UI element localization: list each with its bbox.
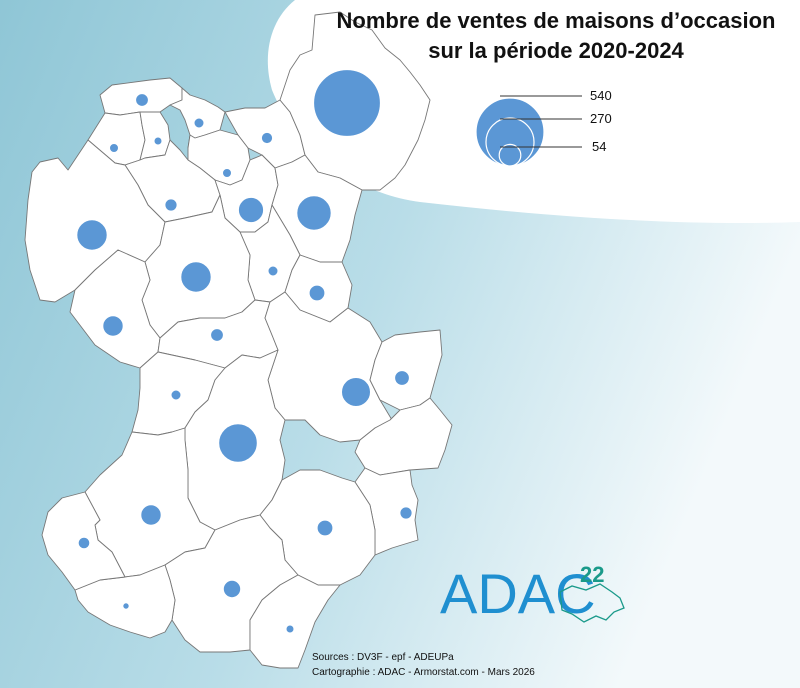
legend-circle-54 (498, 143, 522, 167)
bubble-commune-20 (218, 423, 259, 464)
bubble-commune-07 (221, 167, 233, 179)
commune-26 (74, 564, 176, 639)
bubble-commune-13 (180, 261, 212, 293)
bubble-commune-05 (260, 131, 274, 145)
bubble-commune-16 (209, 327, 225, 343)
logo-text: ADAC (440, 562, 596, 625)
bubble-commune-14 (308, 284, 326, 302)
bubble-commune-09 (76, 219, 108, 251)
legend-label-540: 540 (590, 88, 612, 103)
logo-superscript: 22 (580, 562, 604, 587)
legend-label-54: 54 (592, 139, 606, 154)
bubble-commune-03 (153, 136, 163, 146)
bubble-commune-18 (393, 369, 411, 387)
bubble-commune-21 (140, 504, 162, 526)
bubble-commune-08 (164, 198, 178, 212)
bubble-commune-25 (222, 579, 242, 599)
bubble-commune-27 (285, 624, 295, 634)
bubble-commune-22 (399, 506, 413, 520)
bubbles-layer (76, 68, 413, 634)
adac-logo: ADAC 22 (440, 562, 625, 625)
legend-label-270: 270 (590, 111, 612, 126)
bubble-commune-01 (134, 92, 150, 108)
bubble-commune-12 (267, 265, 279, 277)
bubble-commune-11 (296, 195, 332, 231)
sources-line: Sources : DV3F - epf - ADEUPa (312, 652, 454, 663)
bubble-commune-06 (312, 68, 382, 138)
commune-27 (249, 574, 341, 669)
bubble-commune-04 (193, 117, 205, 129)
credits-line: Cartographie : ADAC - Armorstat.com - Ma… (312, 667, 535, 678)
bubble-commune-19 (170, 389, 182, 401)
departement-outline-icon (559, 583, 625, 623)
size-legend: 540 270 54 (475, 88, 612, 167)
bubble-commune-24 (316, 519, 334, 537)
bubble-commune-15 (102, 315, 124, 337)
commune-22 (354, 397, 453, 476)
bubble-commune-17 (340, 376, 372, 408)
map-title: Nombre de ventes de maisons d’occasion (337, 8, 776, 33)
bubble-commune-23 (77, 536, 91, 550)
bubble-commune-10 (237, 196, 265, 224)
bubble-commune-02 (108, 142, 120, 154)
bubble-commune-26 (122, 602, 130, 610)
map-subtitle: sur la période 2020-2024 (428, 38, 684, 63)
